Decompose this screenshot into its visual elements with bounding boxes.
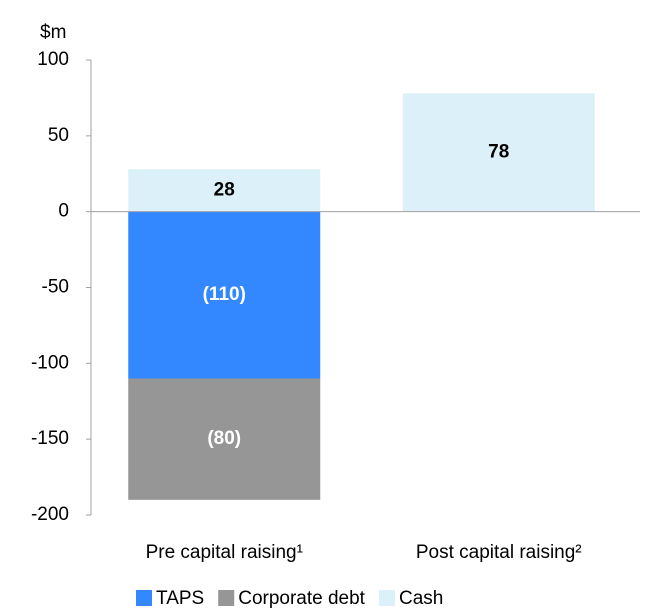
value-label: 78	[488, 142, 509, 163]
x-tick-label: Pre capital raising¹	[146, 542, 303, 563]
y-tick-label: -100	[31, 352, 69, 373]
y-tick-label: 50	[48, 125, 69, 146]
y-tick-label: -150	[31, 428, 69, 449]
y-axis-label: $m	[40, 22, 66, 43]
value-label: (110)	[203, 284, 246, 305]
value-label: (80)	[207, 428, 241, 449]
y-tick-label: -200	[31, 504, 69, 525]
y-tick-label: -50	[42, 277, 69, 298]
bar-segment	[402, 93, 595, 212]
legend-swatch	[378, 590, 395, 606]
bar-segment	[128, 211, 321, 379]
legend-label: Corporate debt	[238, 588, 365, 609]
legend-label: TAPS	[156, 588, 204, 609]
value-label: 28	[214, 179, 235, 200]
bar-segment	[128, 169, 321, 212]
y-tick-label: 100	[37, 49, 69, 70]
y-tick-label: 0	[58, 201, 69, 222]
bar-segment	[128, 378, 321, 500]
legend-label: Cash	[399, 588, 443, 609]
x-tick-label: Post capital raising²	[416, 542, 582, 563]
legend-swatch	[218, 590, 235, 606]
legend-swatch	[136, 590, 152, 606]
